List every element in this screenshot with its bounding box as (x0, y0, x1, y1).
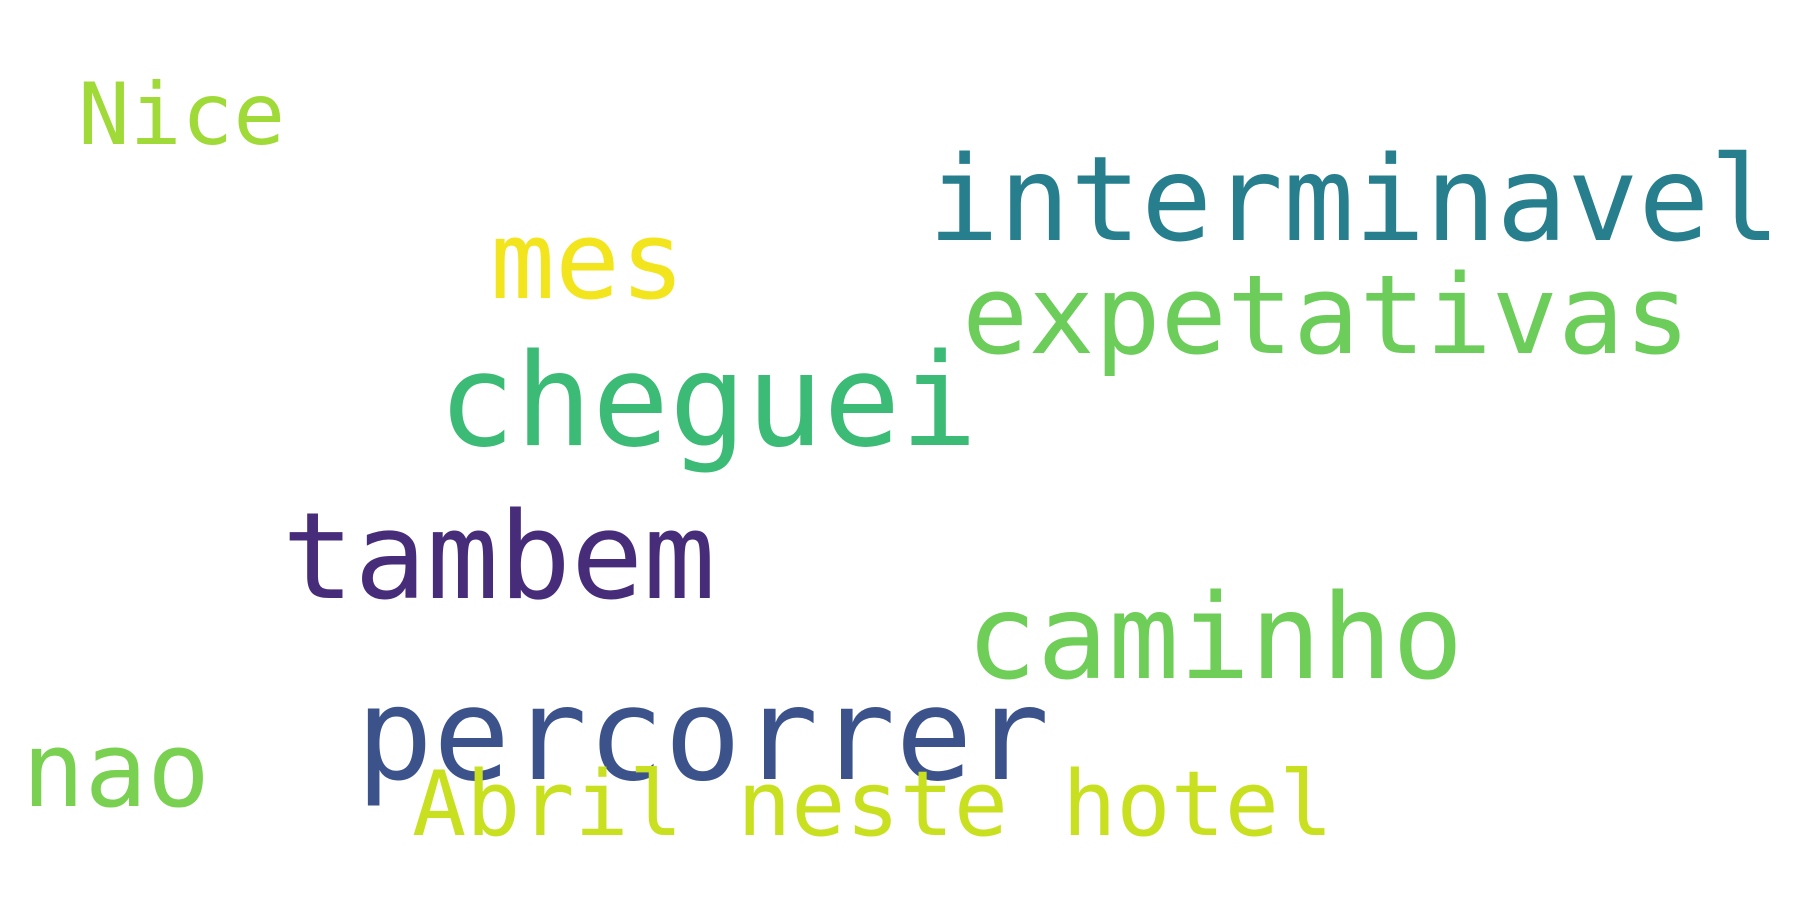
word-abril-neste-hotel: Abril neste hotel (412, 752, 1334, 857)
word-interminavel: interminavel (928, 130, 1781, 268)
word-tambem: tambem (282, 488, 716, 627)
word-mes: mes (490, 199, 686, 324)
word-expetativas: expetativas (962, 251, 1691, 379)
word-nice: Nice (78, 65, 286, 165)
word-nao: nao (22, 709, 210, 831)
word-cheguei: cheguei (438, 327, 978, 476)
word-caminho: caminho (966, 568, 1464, 706)
word-percorrer: percorrer (356, 661, 1050, 810)
